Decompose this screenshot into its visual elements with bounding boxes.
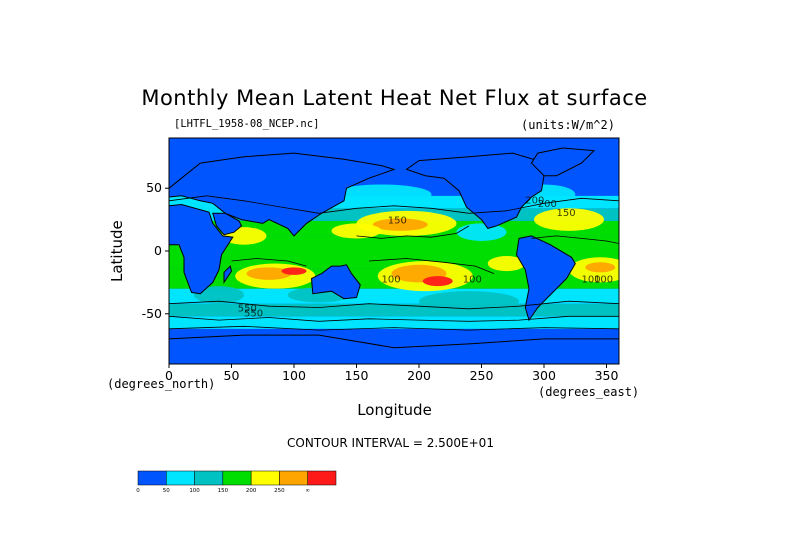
contour-label: 100 bbox=[382, 274, 401, 285]
x-axis-unit-label: (degrees_east) bbox=[538, 385, 640, 399]
contour-line bbox=[531, 235, 619, 244]
flux-region bbox=[419, 291, 519, 312]
flux-region bbox=[281, 267, 307, 275]
y-axis-unit-label: (degrees_north) bbox=[107, 377, 216, 391]
flux-region bbox=[422, 276, 453, 287]
y-tick-label: 0 bbox=[154, 243, 162, 258]
y-tick-label: 50 bbox=[146, 180, 162, 195]
x-tick-label: 350 bbox=[595, 368, 619, 383]
contour-label: 100 bbox=[463, 274, 482, 285]
contour-line bbox=[169, 315, 619, 322]
contour-label: 550 bbox=[244, 308, 263, 319]
landmass-antarctica bbox=[169, 334, 619, 364]
colorbar-swatch bbox=[222, 470, 252, 486]
zonal-band bbox=[169, 316, 619, 329]
landmass-africa bbox=[169, 203, 234, 295]
contour-label: 200 bbox=[538, 199, 557, 210]
colorbar-label: 50 bbox=[163, 488, 170, 494]
zonal-band bbox=[169, 303, 619, 317]
x-tick-label: 100 bbox=[282, 368, 306, 383]
x-axis-label: Longitude bbox=[357, 401, 432, 419]
flux-region bbox=[585, 262, 616, 273]
contour-label: 550 bbox=[238, 303, 257, 314]
x-tick-label: 300 bbox=[532, 368, 556, 383]
landmass-greenland bbox=[530, 147, 596, 177]
flux-region bbox=[487, 256, 526, 272]
y-axis-label-wrap: Latitude bbox=[108, 220, 128, 302]
colorbar: 0 50 100 150 200 250 ∞ bbox=[136, 470, 337, 494]
contour-label: 150 bbox=[388, 215, 407, 226]
colorbar-swatch bbox=[307, 470, 337, 486]
landmass-eurasia bbox=[169, 152, 396, 237]
x-tick-label: 200 bbox=[407, 368, 431, 383]
contour-label: 100 bbox=[594, 274, 613, 285]
contour-interval-note: CONTOUR INTERVAL = 2.500E+01 bbox=[287, 436, 494, 450]
flux-region bbox=[246, 267, 292, 280]
contour-line bbox=[356, 225, 470, 239]
colorbar-label: 150 bbox=[218, 488, 229, 494]
y-axis-label: Latitude bbox=[108, 220, 126, 282]
contour-line bbox=[368, 258, 495, 274]
flux-region bbox=[331, 184, 432, 205]
contour-line bbox=[169, 300, 619, 310]
landmass-arabia bbox=[212, 212, 243, 236]
landmass-north-america bbox=[405, 152, 545, 229]
x-tick-label: 250 bbox=[470, 368, 494, 383]
colorbar-swatch bbox=[279, 470, 308, 486]
colorbar-swatch bbox=[166, 470, 195, 486]
landmass-madagascar bbox=[223, 265, 233, 285]
flux-region bbox=[331, 223, 382, 239]
y-tick-label: -50 bbox=[142, 306, 162, 321]
x-tick-label: 150 bbox=[345, 368, 369, 383]
colorbar-label: ∞ bbox=[305, 488, 310, 494]
contour-line bbox=[169, 325, 619, 331]
landmass-australia bbox=[310, 264, 361, 300]
dataset-file-label: [LHTFL_1958-08_NCEP.nc] bbox=[174, 118, 320, 130]
landmass-south-america bbox=[515, 235, 576, 322]
contour-line bbox=[169, 195, 619, 214]
colorbar-label: 250 bbox=[274, 488, 285, 494]
flux-region bbox=[456, 223, 507, 241]
colorbar-label: 200 bbox=[246, 488, 257, 494]
contour-label: 200 bbox=[525, 195, 544, 206]
x-tick-label: 50 bbox=[224, 368, 240, 383]
colorbar-swatch bbox=[194, 470, 224, 486]
chart-title: Monthly Mean Latent Heat Net Flux at sur… bbox=[141, 86, 648, 110]
contour-label: 150 bbox=[557, 208, 576, 219]
flux-region bbox=[372, 218, 428, 231]
flux-region bbox=[534, 208, 604, 231]
units-label: (units:W/m^2) bbox=[521, 118, 615, 132]
colorbar-label: 100 bbox=[189, 488, 200, 494]
x-tick-label: 0 bbox=[165, 368, 173, 383]
contour-label: 100 bbox=[582, 274, 601, 285]
colorbar-label: 0 bbox=[136, 488, 140, 494]
colorbar-swatch bbox=[137, 470, 167, 486]
contour-line bbox=[231, 258, 307, 267]
flux-region bbox=[194, 286, 244, 304]
colorbar-swatch bbox=[250, 470, 280, 486]
